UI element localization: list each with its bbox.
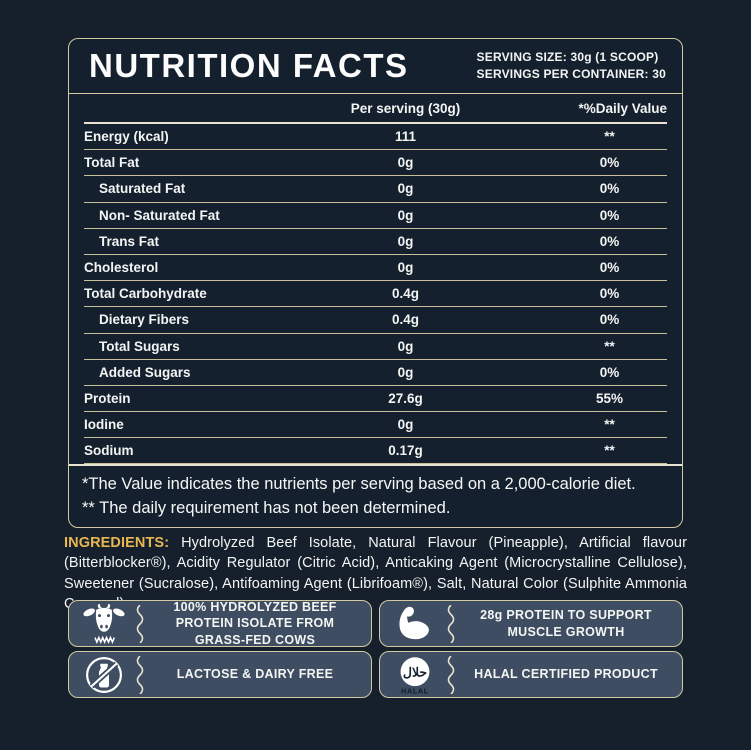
bicep-icon: [386, 605, 444, 643]
badge-text: 28g PROTEIN TO SUPPORT MUSCLE GROWTH: [480, 608, 652, 639]
header-daily-value-col: *%Daily Value: [578, 101, 667, 116]
nutrient-amount: 0.17g: [388, 443, 423, 459]
nutrient-amount: 0g: [397, 207, 414, 223]
nutrient-label: Added Sugars: [99, 364, 191, 380]
nutrient-daily-value: **: [604, 129, 615, 145]
nutrient-amount: 0g: [397, 338, 414, 354]
halal-arabic-text: حلال: [403, 665, 427, 679]
footnote-requirement: ** The daily requirement has not been de…: [82, 499, 451, 518]
nutrient-amount: 0g: [397, 417, 414, 433]
nutrient-amount: 0g: [397, 155, 414, 171]
nutrient-label: Saturated Fat: [99, 181, 186, 197]
nutrient-label: Iodine: [84, 417, 124, 433]
badge-text: LACTOSE & DAIRY FREE: [176, 667, 334, 682]
ingredients-label: INGREDIENTS:: [64, 535, 170, 551]
nutrient-daily-value: 0%: [599, 207, 620, 223]
nutrient-amount: 27.6g: [388, 390, 423, 406]
footnote-daily-value: *The Value indicates the nutrients per s…: [82, 475, 636, 494]
table-row: Iodine 0g **: [84, 412, 667, 439]
table-row: Total Fat 0g 0%: [84, 150, 667, 177]
serving-size: SERVING SIZE: 30g (1 SCOOP): [476, 50, 659, 65]
nutrient-daily-value: 0%: [599, 233, 620, 249]
cow-icon: [75, 603, 133, 644]
squiggle-divider: [133, 655, 147, 694]
nutrient-label: Cholesterol: [84, 260, 159, 276]
feature-badges: 100% HYDROLYZED BEEF PROTEIN ISOLATE FRO…: [68, 600, 683, 698]
nutrient-daily-value: 0%: [599, 364, 620, 380]
table-row: Dietary Fibers 0.4g 0%: [84, 307, 667, 334]
nutrient-amount: 111: [394, 129, 417, 145]
panel-header: NUTRITION FACTS SERVING SIZE: 30g (1 SCO…: [69, 39, 682, 94]
squiggle-divider: [444, 604, 458, 643]
nutrient-label: Dietary Fibers: [99, 312, 190, 328]
table-row: Total Sugars 0g **: [84, 334, 667, 360]
nutrient-amount: 0g: [397, 260, 414, 276]
nutrient-daily-value: **: [604, 338, 615, 354]
nutrient-label: Non- Saturated Fat: [99, 207, 220, 223]
nutrient-daily-value: 0%: [599, 286, 620, 302]
nutrient-label: Total Carbohydrate: [84, 286, 207, 302]
table-row: Trans Fat 0g 0%: [84, 229, 667, 255]
nutrition-table: Per serving (30g) *%Daily Value Energy (…: [69, 94, 682, 465]
servings-per-container: SERVINGS PER CONTAINER: 30: [476, 67, 666, 81]
nutrient-label: Protein: [84, 390, 131, 406]
footnotes: *The Value indicates the nutrients per s…: [69, 464, 682, 521]
squiggle-divider: [444, 655, 458, 694]
nutrient-daily-value: 0%: [599, 260, 620, 276]
nutrient-label: Total Fat: [84, 155, 140, 171]
halal-icon: حلال HALAL: [386, 654, 444, 696]
nutrient-daily-value: 55%: [595, 390, 624, 406]
nutrition-table-body: Energy (kcal) 111 ** Total Fat 0g 0% Sat…: [84, 124, 667, 465]
badge-protein: 28g PROTEIN TO SUPPORT MUSCLE GROWTH: [379, 600, 683, 647]
table-row: Added Sugars 0g 0%: [84, 360, 667, 386]
table-row: Non- Saturated Fat 0g 0%: [84, 203, 667, 229]
table-row: Energy (kcal) 111 **: [84, 124, 667, 151]
ingredients-text: Hydrolyzed Beef Isolate, Natural Flavour…: [64, 535, 687, 612]
table-header-row: Per serving (30g) *%Daily Value: [84, 94, 667, 124]
nutrient-daily-value: **: [604, 417, 615, 433]
table-row: Sodium 0.17g **: [84, 438, 667, 465]
table-row: Total Carbohydrate 0.4g 0%: [84, 281, 667, 308]
nutrient-amount: 0g: [397, 364, 414, 380]
nutrient-daily-value: 0%: [599, 155, 620, 171]
nutrient-label: Sodium: [84, 443, 134, 459]
squiggle-divider: [133, 604, 147, 643]
badge-text: HALAL CERTIFIED PRODUCT: [474, 667, 658, 682]
nutrient-amount: 0.4g: [391, 286, 419, 302]
nutrition-facts-panel: NUTRITION FACTS SERVING SIZE: 30g (1 SCO…: [68, 38, 683, 528]
panel-title: NUTRITION FACTS: [89, 47, 409, 84]
nutrient-label: Total Sugars: [99, 338, 180, 354]
badge-grass-fed: 100% HYDROLYZED BEEF PROTEIN ISOLATE FRO…: [68, 600, 372, 647]
table-row: Saturated Fat 0g 0%: [84, 176, 667, 203]
table-row: Protein 27.6g 55%: [84, 386, 667, 413]
nutrient-label: Trans Fat: [99, 233, 160, 249]
no-lactose-icon: [75, 655, 133, 695]
badge-text: 100% HYDROLYZED BEEF PROTEIN ISOLATE FRO…: [173, 600, 337, 647]
nutrient-daily-value: **: [604, 443, 615, 459]
table-row: Cholesterol 0g 0%: [84, 255, 667, 282]
badge-lactose-free: LACTOSE & DAIRY FREE: [68, 651, 372, 698]
nutrient-amount: 0g: [397, 181, 414, 197]
ingredients-paragraph: INGREDIENTS: Hydrolyzed Beef Isolate, Na…: [64, 533, 687, 614]
nutrient-label: Energy (kcal): [84, 129, 169, 145]
nutrient-amount: 0g: [397, 233, 414, 249]
nutrient-daily-value: 0%: [599, 181, 620, 197]
serving-info: SERVING SIZE: 30g (1 SCOOP) SERVINGS PER…: [477, 49, 666, 83]
badge-halal: حلال HALAL HALAL CERTIFIED PRODUCT: [379, 651, 683, 698]
halal-latin-text: HALAL: [401, 686, 429, 695]
nutrient-amount: 0.4g: [391, 312, 419, 328]
nutrient-daily-value: 0%: [599, 312, 620, 328]
header-per-serving-col: Per serving (30g): [350, 101, 461, 116]
